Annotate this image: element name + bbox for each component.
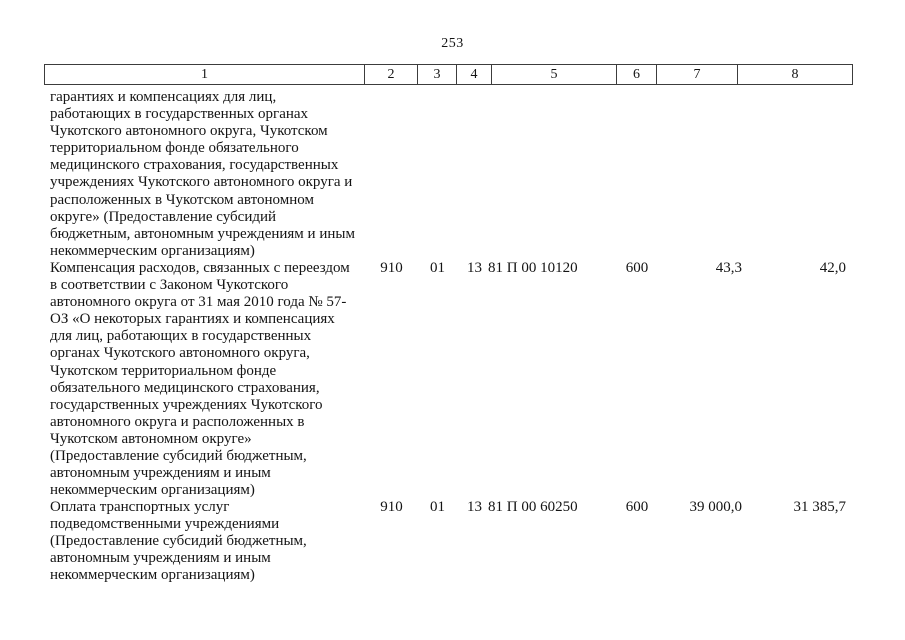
amount-executed-cell: 42,0: [819, 260, 846, 276]
section-code-cell: 01: [430, 260, 445, 276]
expense-type-cell: 600: [625, 499, 649, 515]
budget-item-name: гарантиях и компенсациях для лиц, работа…: [50, 89, 355, 259]
column-header-2: 2: [365, 65, 418, 84]
table-header-row: 1 2 3 4 5 6 7 8: [44, 64, 853, 85]
column-header-7: 7: [657, 65, 738, 84]
amount-executed-cell: 31 385,7: [793, 499, 847, 515]
column-header-6: 6: [617, 65, 657, 84]
budget-item-name: Компенсация расходов, связанных с переез…: [50, 260, 350, 499]
column-header-4: 4: [457, 65, 492, 84]
target-article-cell: 81 П 00 10120: [488, 260, 578, 276]
expense-type-cell: 600: [625, 260, 649, 276]
column-header-5: 5: [492, 65, 617, 84]
section-code-cell: 01: [430, 499, 445, 515]
budget-item-name: Оплата транспортных услуг подведомственн…: [50, 499, 307, 584]
page-number: 253: [441, 36, 464, 51]
column-header-3: 3: [418, 65, 457, 84]
column-header-1: 1: [45, 65, 365, 84]
column-header-8: 8: [791, 66, 799, 82]
grbs-code-cell: 910: [380, 260, 403, 276]
subsection-code-cell: 13: [467, 499, 482, 515]
subsection-code-cell: 13: [467, 260, 482, 276]
grbs-code-cell: 910: [380, 499, 403, 515]
amount-approved-cell: 43,3: [715, 260, 742, 276]
target-article-cell: 81 П 00 60250: [488, 499, 578, 515]
amount-approved-cell: 39 000,0: [689, 499, 743, 515]
